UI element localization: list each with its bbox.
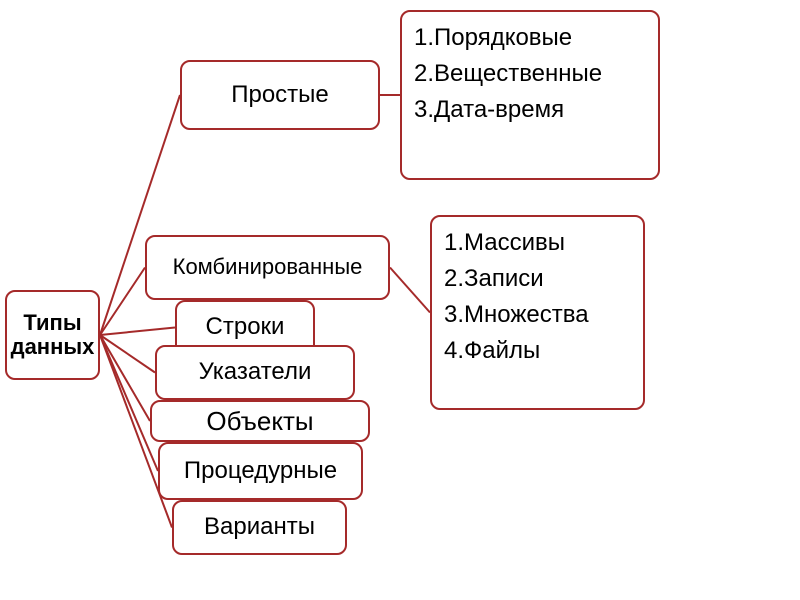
strings-label: Строки — [206, 314, 285, 340]
connector-root-pointers — [100, 335, 155, 373]
variants-node: Варианты — [172, 500, 347, 555]
objects-label: Объекты — [206, 407, 313, 436]
combined-label: Комбинированные — [173, 255, 363, 279]
simple-list-item: 1.Порядковые — [414, 20, 646, 56]
combined-list-item: 2.Записи — [444, 261, 631, 297]
root-node: Типы данных — [5, 290, 100, 380]
simple-node: Простые — [180, 60, 380, 130]
connector-root-proc — [100, 335, 158, 471]
combined-list-item: 1.Массивы — [444, 225, 631, 261]
connector-combined-combined-list — [390, 268, 430, 313]
combined-list-node: 1.Массивы2.Записи3.Множества4.Файлы — [430, 215, 645, 410]
objects-node: Объекты — [150, 400, 370, 442]
pointers-node: Указатели — [155, 345, 355, 400]
combined-node: Комбинированные — [145, 235, 390, 300]
simple-label: Простые — [231, 82, 329, 108]
proc-node: Процедурные — [158, 442, 363, 500]
connector-root-strings — [100, 328, 175, 336]
pointers-label: Указатели — [199, 359, 312, 385]
variants-label: Варианты — [204, 514, 315, 540]
simple-list-item: 2.Вещественные — [414, 56, 646, 92]
simple-list-node: 1.Порядковые2.Вещественные3.Дата-время — [400, 10, 660, 180]
root-label: Типы данных — [11, 311, 95, 359]
connector-root-objects — [100, 335, 150, 421]
connector-root-combined — [100, 268, 145, 336]
combined-list-item: 4.Файлы — [444, 333, 631, 369]
simple-list-item: 3.Дата-время — [414, 92, 646, 128]
proc-label: Процедурные — [184, 458, 337, 484]
combined-list-item: 3.Множества — [444, 297, 631, 333]
